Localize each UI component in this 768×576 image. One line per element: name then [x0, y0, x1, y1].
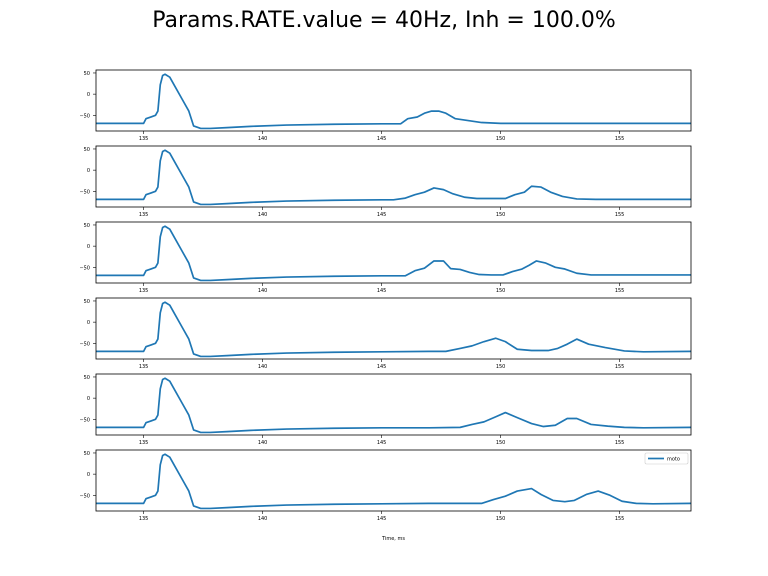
- axes-frame: [95, 297, 692, 360]
- y-tick-label: 50: [84, 71, 90, 77]
- x-tick-label: 135: [139, 364, 149, 370]
- y-tick-label: 50: [84, 223, 90, 229]
- y-tick-label: −50: [79, 113, 90, 119]
- x-tick-label: 135: [139, 212, 149, 218]
- x-tick-label: 140: [258, 364, 268, 370]
- x-tick-label: 155: [615, 364, 625, 370]
- x-tick-label: 140: [258, 136, 268, 142]
- x-tick-label: 145: [377, 212, 387, 218]
- x-tick-label: 135: [139, 516, 149, 522]
- y-tick-label: 50: [84, 375, 90, 381]
- y-tick-label: 0: [87, 244, 90, 250]
- legend-box: [644, 452, 689, 465]
- x-tick-label: 135: [139, 288, 149, 294]
- y-tick-label: 0: [87, 168, 90, 174]
- subplot-4: 50 0 −50 135 140 145 150 155: [79, 297, 692, 370]
- series-line-trace-2: [96, 149, 691, 206]
- y-tick-label: 50: [84, 147, 90, 153]
- series-line-trace-5: [96, 377, 691, 434]
- x-tick-label: 150: [496, 212, 506, 218]
- y-tick-label: 0: [87, 320, 90, 326]
- x-tick-label: 150: [496, 364, 506, 370]
- axes-frame: [95, 221, 692, 284]
- subplot-3: 50 0 −50 135 140 145 150 155: [79, 221, 692, 294]
- series-line-trace-1: [96, 73, 691, 130]
- y-tick-label: 50: [84, 299, 90, 305]
- subplot-6: 50 0 −50 135 140 145 150 155 Time, ms moto: [79, 449, 692, 542]
- y-tick-label: 0: [87, 396, 90, 402]
- x-tick-label: 155: [615, 440, 625, 446]
- legend-label: moto: [667, 457, 680, 463]
- x-tick-label: 140: [258, 288, 268, 294]
- x-tick-label: 155: [615, 288, 625, 294]
- x-tick-label: 135: [139, 440, 149, 446]
- y-tick-label: 50: [84, 451, 90, 457]
- x-tick-label: 150: [496, 136, 506, 142]
- y-tick-label: −50: [79, 189, 90, 195]
- axes-frame: [95, 373, 692, 436]
- y-tick-label: −50: [79, 265, 90, 271]
- x-tick-label: 145: [377, 516, 387, 522]
- series-line-trace-4: [96, 301, 691, 358]
- y-tick-label: −50: [79, 341, 90, 347]
- axes-frame: [95, 449, 692, 512]
- x-tick-label: 145: [377, 364, 387, 370]
- axes-frame: [95, 145, 692, 208]
- x-tick-label: 155: [615, 136, 625, 142]
- x-tick-label: 135: [139, 136, 149, 142]
- y-tick-label: −50: [79, 493, 90, 499]
- series-line-trace-3: [96, 225, 691, 282]
- x-tick-label: 155: [615, 212, 625, 218]
- y-tick-label: −50: [79, 417, 90, 423]
- x-axis-label: Time, ms: [381, 536, 405, 542]
- series-line-moto: [96, 453, 691, 510]
- x-tick-label: 150: [496, 440, 506, 446]
- x-tick-label: 155: [615, 516, 625, 522]
- x-tick-label: 150: [496, 288, 506, 294]
- x-tick-label: 150: [496, 516, 506, 522]
- subplot-1: 50 0 −50 135 140 145 150 155: [79, 69, 692, 142]
- x-tick-label: 145: [377, 136, 387, 142]
- subplot-2: 50 0 −50 135 140 145 150 155: [79, 145, 692, 218]
- y-tick-label: 0: [87, 472, 90, 478]
- axes-frame: [95, 69, 692, 132]
- figure-title: Params.RATE.value = 40Hz, Inh = 100.0%: [152, 8, 616, 33]
- x-tick-label: 145: [377, 440, 387, 446]
- x-tick-label: 140: [258, 440, 268, 446]
- subplot-5: 50 0 −50 135 140 145 150 155: [79, 373, 692, 446]
- x-tick-label: 145: [377, 288, 387, 294]
- x-tick-label: 140: [258, 212, 268, 218]
- legend: moto: [644, 452, 689, 465]
- y-tick-label: 0: [87, 92, 90, 98]
- x-tick-label: 140: [258, 516, 268, 522]
